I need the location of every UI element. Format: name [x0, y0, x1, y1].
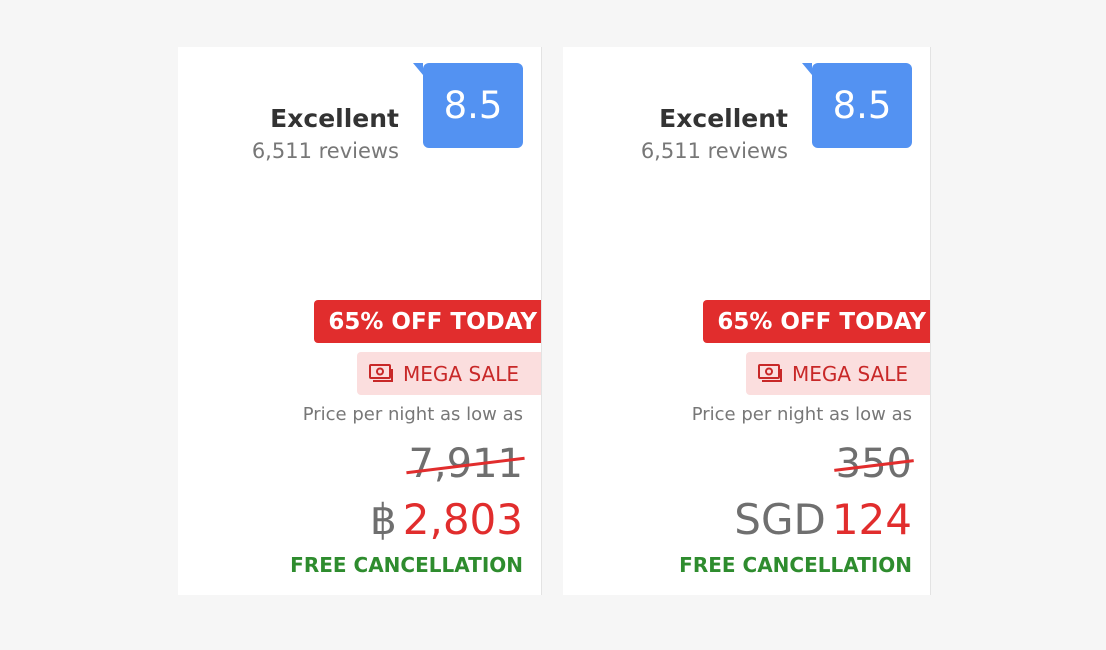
discount-tag: 65% OFF TODAY: [703, 300, 930, 343]
currency: SGD: [734, 495, 826, 544]
money-stack-icon: [369, 363, 394, 382]
price-label: Price per night as low as: [302, 404, 523, 425]
original-price: 350: [833, 441, 914, 487]
free-cancellation: FREE CANCELLATION: [679, 553, 912, 577]
review-score-badge: 8.5: [802, 63, 912, 148]
review-count[interactable]: 6,511 reviews: [640, 139, 788, 163]
original-price: 7,911: [406, 441, 525, 487]
promo-label: MEGA SALE: [403, 361, 519, 386]
review-score-badge: 8.5: [413, 63, 523, 148]
mega-sale-badge: MEGA SALE: [357, 352, 541, 395]
hotel-price-card[interactable]: Excellent 6,511 reviews 8.5 65% OFF TODA…: [178, 47, 542, 595]
price-label: Price per night as low as: [691, 404, 912, 425]
review-count[interactable]: 6,511 reviews: [251, 139, 399, 163]
hotel-price-card[interactable]: Excellent 6,511 reviews 8.5 65% OFF TODA…: [563, 47, 931, 595]
currency: ฿: [370, 495, 397, 544]
money-stack-icon: [758, 363, 783, 382]
rating-label: Excellent: [659, 104, 788, 133]
rating-label: Excellent: [270, 104, 399, 133]
discount-tag: 65% OFF TODAY: [314, 300, 541, 343]
current-price: ฿ 2,803: [370, 495, 523, 544]
price-amount: 124: [831, 495, 912, 544]
promo-label: MEGA SALE: [792, 361, 908, 386]
mega-sale-badge: MEGA SALE: [746, 352, 930, 395]
current-price: SGD 124: [734, 495, 912, 544]
price-amount: 2,803: [402, 495, 523, 544]
free-cancellation: FREE CANCELLATION: [290, 553, 523, 577]
